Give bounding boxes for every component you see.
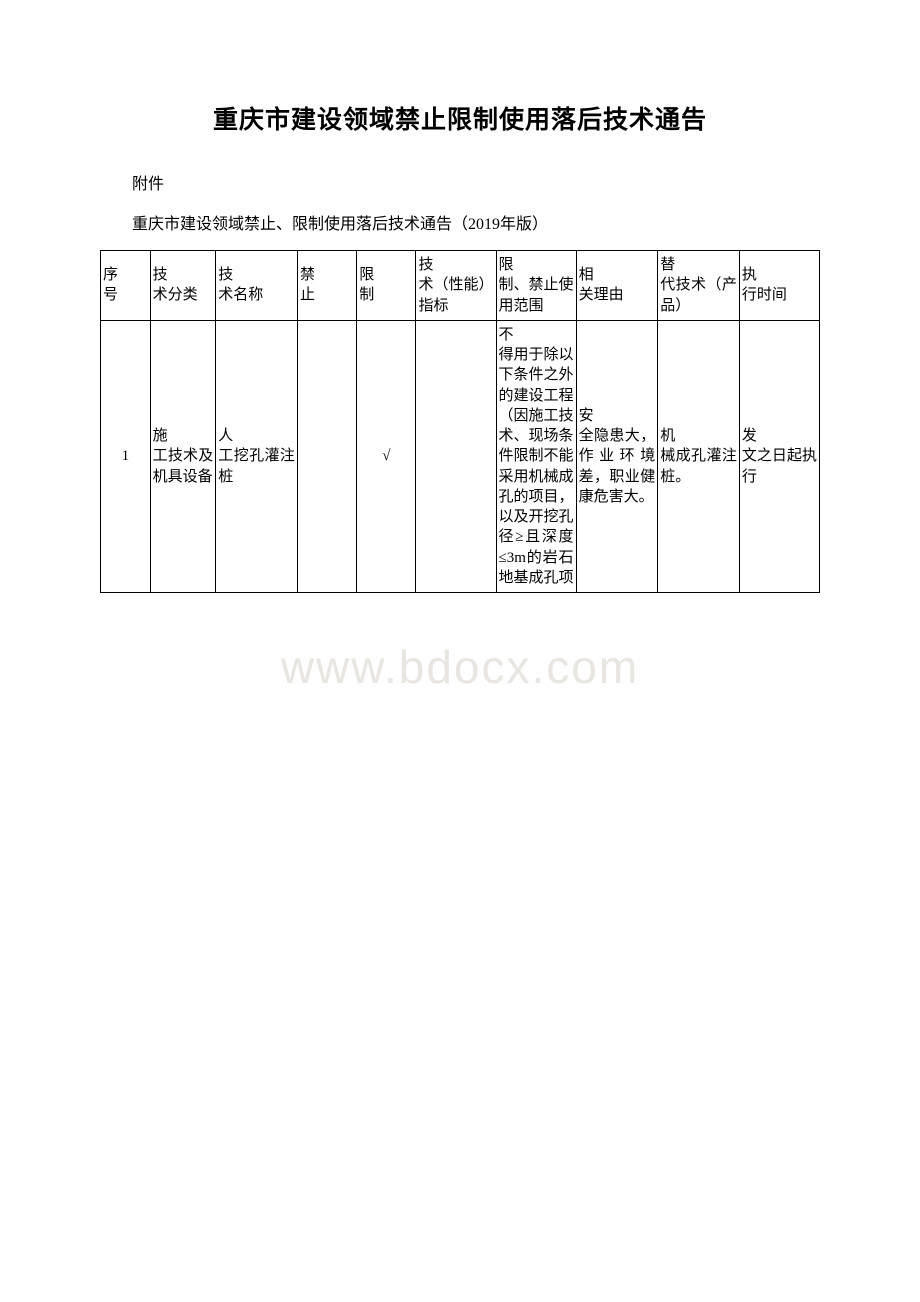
- cell-ban: [297, 320, 356, 592]
- cell-limit: √: [357, 320, 416, 592]
- header-category: 技术分类: [150, 251, 216, 321]
- cell-scope: 不得用于除以下条件之外的建设工程（因施工技术、现场条件限制不能采用机械成孔的项目…: [496, 320, 576, 592]
- cell-substitute: 机械成孔灌注桩。: [658, 320, 740, 592]
- cell-reason: 安全隐患大，作业环境差，职业健康危害大。: [576, 320, 658, 592]
- tech-table: 序号 技术分类 技术名称 禁止 限制 技术（性能）指标 限制、禁止使用范围 相关…: [100, 250, 820, 593]
- header-time: 执行时间: [739, 251, 819, 321]
- subtitle-text: 重庆市建设领域禁止、限制使用落后技术通告（2019年版）: [100, 210, 820, 234]
- header-substitute: 替代技术（产品）: [658, 251, 740, 321]
- header-spec: 技术（性能）指标: [416, 251, 496, 321]
- table-row: 1 施工技术及机具设备 人工挖孔灌注桩 √ 不得用于除以下条件之外的建设工程（因…: [101, 320, 820, 592]
- page-title: 重庆市建设领域禁止限制使用落后技术通告: [100, 100, 820, 136]
- cell-seq: 1: [101, 320, 151, 592]
- header-reason: 相关理由: [576, 251, 658, 321]
- table-header-row: 序号 技术分类 技术名称 禁止 限制 技术（性能）指标 限制、禁止使用范围 相关…: [101, 251, 820, 321]
- header-name: 技术名称: [216, 251, 298, 321]
- cell-category: 施工技术及机具设备: [150, 320, 216, 592]
- header-seq: 序号: [101, 251, 151, 321]
- header-ban: 禁止: [297, 251, 356, 321]
- attachment-label: 附件: [100, 170, 820, 194]
- cell-time: 发文之日起执行: [739, 320, 819, 592]
- cell-spec: [416, 320, 496, 592]
- header-limit: 限制: [357, 251, 416, 321]
- cell-name: 人工挖孔灌注桩: [216, 320, 298, 592]
- header-scope: 限制、禁止使用范围: [496, 251, 576, 321]
- watermark-text: www.bdocx.com: [0, 640, 920, 694]
